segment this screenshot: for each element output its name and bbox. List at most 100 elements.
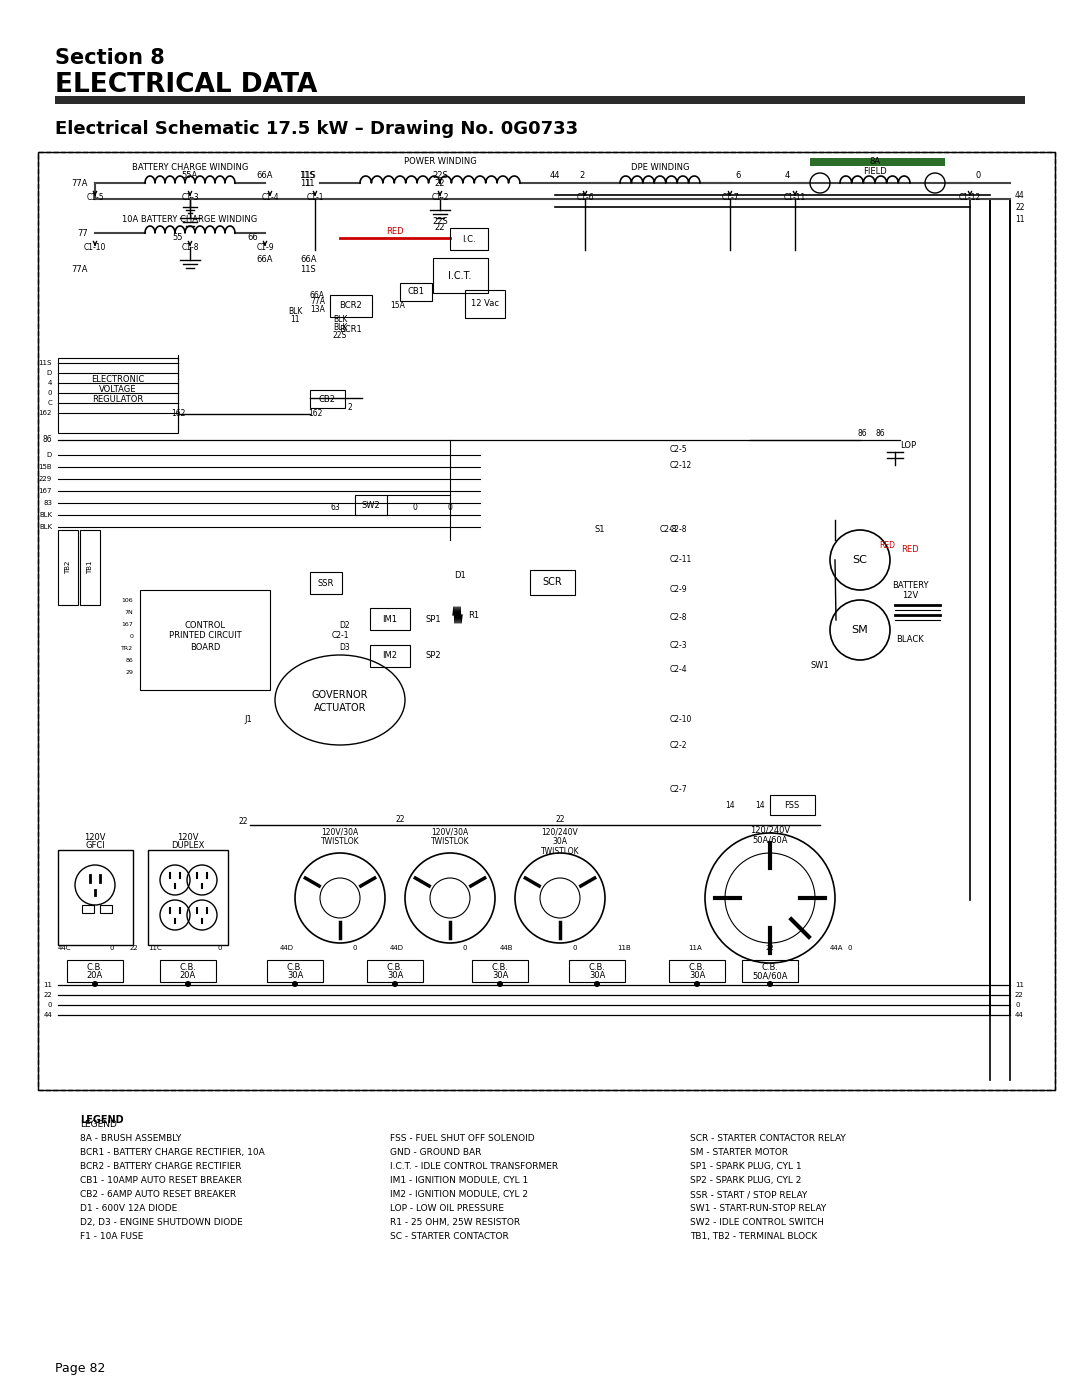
Bar xyxy=(742,960,798,982)
Bar xyxy=(810,158,945,166)
Text: RED: RED xyxy=(901,545,919,555)
Text: TB1: TB1 xyxy=(87,560,93,574)
Text: 66A: 66A xyxy=(257,256,273,264)
Text: 44: 44 xyxy=(1015,190,1025,200)
Text: C1-5: C1-5 xyxy=(86,194,104,203)
Text: 0: 0 xyxy=(447,503,453,511)
Text: 22: 22 xyxy=(1015,203,1025,211)
Text: VOLTAGE: VOLTAGE xyxy=(99,386,137,394)
Text: BATTERY: BATTERY xyxy=(892,581,928,590)
Text: C2-4: C2-4 xyxy=(670,665,688,675)
Text: IM2: IM2 xyxy=(382,651,397,661)
Text: C2-8: C2-8 xyxy=(660,525,677,535)
Text: 11S: 11S xyxy=(39,360,52,366)
Text: LEGEND: LEGEND xyxy=(80,1115,123,1125)
Text: I.C.T.: I.C.T. xyxy=(448,271,472,281)
Text: 120V: 120V xyxy=(177,834,199,842)
Text: LOP - LOW OIL PRESSURE: LOP - LOW OIL PRESSURE xyxy=(390,1204,504,1213)
Text: C2-2: C2-2 xyxy=(670,740,688,750)
Text: PRINTED CIRCUIT: PRINTED CIRCUIT xyxy=(168,631,241,640)
Text: 22: 22 xyxy=(1015,992,1024,997)
Text: 44: 44 xyxy=(43,1011,52,1018)
Text: BLK: BLK xyxy=(39,524,52,529)
Text: Page 82: Page 82 xyxy=(55,1362,106,1375)
Text: 44A: 44A xyxy=(831,944,843,951)
Bar xyxy=(569,960,625,982)
Text: 22: 22 xyxy=(395,816,405,824)
Text: D: D xyxy=(46,370,52,376)
Text: 120V: 120V xyxy=(84,834,106,842)
Text: Electrical Schematic 17.5 kW – Drawing No. 0G0733: Electrical Schematic 17.5 kW – Drawing N… xyxy=(55,120,578,138)
Text: 11: 11 xyxy=(1015,215,1025,224)
Text: 14: 14 xyxy=(725,800,734,809)
Bar xyxy=(148,849,228,944)
Text: 12 Vac: 12 Vac xyxy=(471,299,499,309)
Text: 162: 162 xyxy=(39,409,52,416)
Text: 77A: 77A xyxy=(71,265,87,274)
Text: 86: 86 xyxy=(858,429,867,439)
Bar xyxy=(530,570,575,595)
Text: 8A - BRUSH ASSEMBLY: 8A - BRUSH ASSEMBLY xyxy=(80,1134,181,1143)
Bar xyxy=(267,960,323,982)
Text: ELECTRONIC: ELECTRONIC xyxy=(92,376,145,384)
Text: 20A: 20A xyxy=(86,971,103,981)
Text: 0: 0 xyxy=(413,503,418,511)
Bar xyxy=(67,960,123,982)
Text: 22: 22 xyxy=(435,179,445,187)
Text: 44: 44 xyxy=(550,172,561,180)
Text: SM - STARTER MOTOR: SM - STARTER MOTOR xyxy=(690,1148,788,1157)
Text: 22: 22 xyxy=(435,224,445,232)
Text: 55: 55 xyxy=(173,232,183,242)
Bar xyxy=(82,905,94,914)
Text: S1: S1 xyxy=(595,525,605,535)
Text: D: D xyxy=(46,453,52,458)
Text: I.C.: I.C. xyxy=(462,235,476,243)
Text: CB2: CB2 xyxy=(319,394,336,404)
Text: DUPLEX: DUPLEX xyxy=(172,841,205,851)
Text: D2: D2 xyxy=(340,620,350,630)
Text: TWISTLOK: TWISTLOK xyxy=(431,837,470,847)
Text: C.B.: C.B. xyxy=(179,963,197,971)
Text: ACTUATOR: ACTUATOR xyxy=(314,703,366,712)
Text: BATTERY CHARGE WINDING: BATTERY CHARGE WINDING xyxy=(132,163,248,172)
Text: REGULATOR: REGULATOR xyxy=(93,395,144,405)
Text: 86: 86 xyxy=(125,658,133,662)
Text: 4: 4 xyxy=(48,380,52,386)
Text: SW2: SW2 xyxy=(362,500,380,510)
Text: C2-3: C2-3 xyxy=(670,640,688,650)
Circle shape xyxy=(594,981,600,988)
Text: 20A: 20A xyxy=(180,971,197,981)
Text: RED: RED xyxy=(387,228,404,236)
Text: 8A: 8A xyxy=(869,158,880,166)
Bar xyxy=(58,529,78,605)
Text: 22S: 22S xyxy=(432,218,448,226)
Text: C1-9: C1-9 xyxy=(256,243,274,253)
Text: IM1: IM1 xyxy=(382,615,397,623)
Circle shape xyxy=(392,981,399,988)
Text: 22: 22 xyxy=(766,944,774,951)
Text: POWER WINDING: POWER WINDING xyxy=(404,158,476,166)
Text: Section 8: Section 8 xyxy=(55,47,165,68)
Text: C2-10: C2-10 xyxy=(670,715,692,725)
Bar xyxy=(367,960,423,982)
Text: CB1: CB1 xyxy=(407,288,424,296)
Text: SC - STARTER CONTACTOR: SC - STARTER CONTACTOR xyxy=(390,1232,509,1241)
Text: 0: 0 xyxy=(48,1002,52,1009)
Text: TB1, TB2 - TERMINAL BLOCK: TB1, TB2 - TERMINAL BLOCK xyxy=(690,1232,818,1241)
Text: 11S: 11S xyxy=(299,172,315,180)
Text: R1: R1 xyxy=(468,610,480,619)
Text: 162: 162 xyxy=(171,409,185,419)
Text: FIELD: FIELD xyxy=(863,168,887,176)
Text: TB2: TB2 xyxy=(65,560,71,574)
Text: 22: 22 xyxy=(239,817,248,827)
Bar xyxy=(330,295,372,317)
Text: 77A: 77A xyxy=(71,179,87,187)
Bar xyxy=(310,571,342,594)
Bar xyxy=(80,529,100,605)
Text: BLK: BLK xyxy=(333,324,347,332)
Bar xyxy=(450,228,488,250)
Text: 11A: 11A xyxy=(688,944,702,951)
Text: C2-8: C2-8 xyxy=(670,525,688,535)
Text: 66A: 66A xyxy=(310,291,325,299)
Text: C.B.: C.B. xyxy=(589,963,606,971)
